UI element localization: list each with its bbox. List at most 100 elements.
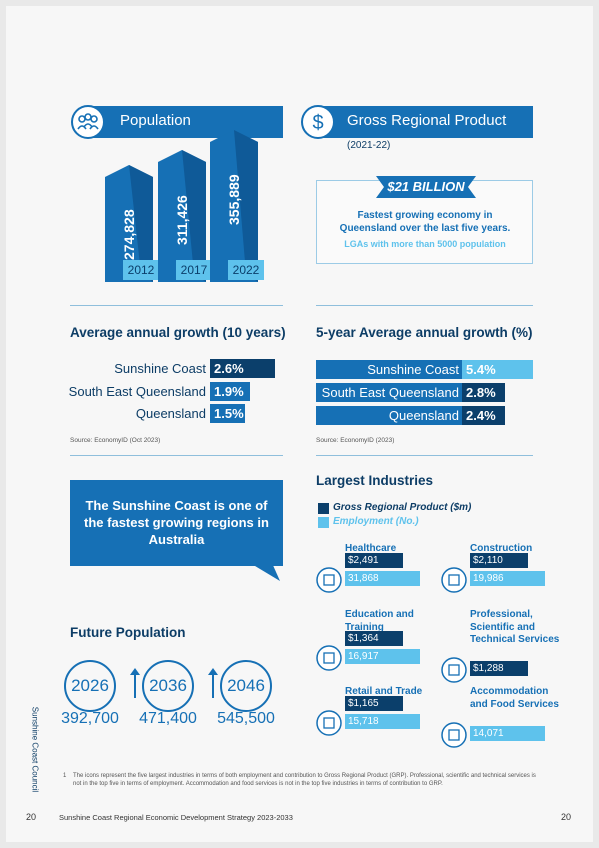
population-arrow-svg [210, 130, 258, 282]
grp-period: (2021-22) [347, 140, 391, 151]
population-year: 2022 [228, 260, 264, 280]
growth-bar [462, 406, 505, 425]
header-title: Gross Regional Product [347, 112, 507, 129]
industry-grp: $2,110 [470, 553, 528, 568]
industry-employment: 14,071 [470, 726, 545, 741]
growth-bar [210, 359, 275, 378]
population-icon [70, 104, 106, 140]
industry-grp: $2,491 [345, 553, 403, 568]
footer-title: Sunshine Coast Regional Economic Develop… [59, 813, 293, 822]
grp-icon: $ [300, 104, 336, 140]
callout-tail [250, 563, 282, 583]
growth-label: Sunshine Coast [114, 361, 206, 376]
growth-label-bar: Queensland [316, 406, 462, 425]
future-value: 392,700 [61, 710, 119, 727]
growth-value: 2.8% [466, 385, 496, 400]
legend-swatch [318, 503, 329, 514]
side-label: Sunshine Coast Council [30, 706, 40, 793]
callout-text: The Sunshine Coast is one of the fastest… [84, 498, 269, 547]
section-title: Largest Industries [316, 473, 434, 488]
divider [70, 455, 283, 456]
year-circle: 2026 [64, 660, 116, 712]
growth-value: 1.5% [214, 406, 244, 421]
up-arrow [208, 668, 218, 698]
industry-employment: 19,986 [470, 571, 545, 586]
up-arrow [130, 668, 140, 698]
page-number: 20 [26, 812, 37, 822]
population-arrow [105, 165, 153, 282]
header-bar [88, 106, 283, 138]
legend-label: Employment (No.) [333, 516, 419, 527]
industry-icon-svg [441, 657, 467, 683]
grp-text: Fastest growing economy in Queensland ov… [339, 210, 511, 234]
population-arrow [210, 130, 258, 282]
page-number: 20 [561, 812, 572, 822]
legend-swatch [318, 517, 329, 528]
population-arrow [158, 150, 206, 282]
industry-grp: $1,288 [470, 661, 528, 676]
industry-employment: 31,868 [345, 571, 420, 586]
industry-employment: 16,917 [345, 649, 420, 664]
divider [316, 455, 533, 456]
industry-name: Professional, Scientific and Technical S… [470, 609, 560, 645]
industry-name: Accommodation and Food Services [470, 686, 559, 710]
dollar-icon: $ [312, 112, 323, 134]
industry-name: Education and Training [345, 609, 414, 633]
legend-label: Gross Regional Product ($m) [333, 502, 472, 513]
industry-name: Retail and Trade [345, 686, 423, 697]
growth-value: 2.4% [466, 408, 496, 423]
industry-icon [316, 710, 342, 736]
growth-bar [462, 360, 533, 379]
growth-bar [462, 383, 505, 402]
future-value: 545,500 [217, 710, 275, 727]
grp-note: LGAs with more than 5000 population [344, 239, 506, 249]
grp-banner-svg [376, 176, 476, 198]
industry-icon [441, 722, 467, 748]
population-value: 311,426 [174, 195, 190, 245]
section-title: Future Population [70, 625, 186, 640]
footnote-text: The icons represent the five largest ind… [73, 773, 536, 787]
industry-icon-svg [316, 645, 342, 671]
industry-icon [441, 567, 467, 593]
industry-grp: $1,364 [345, 631, 403, 646]
page: Population 274,828 2012 311,426 2017 355,889 2… [6, 6, 593, 842]
industry-name: Healthcare [345, 543, 397, 554]
industry-name: Construction [470, 543, 533, 554]
population-year: 2012 [123, 260, 159, 280]
industry-icon-svg [316, 567, 342, 593]
growth-label-bar: Sunshine Coast [316, 360, 462, 379]
header-title: Population [120, 112, 191, 129]
growth-bar [210, 404, 245, 423]
population-year: 2017 [176, 260, 212, 280]
source: Source: EconomyID (2023) [316, 437, 395, 444]
footnote-number: 1 [63, 773, 67, 779]
growth-label-bar: South East Queensland [316, 383, 462, 402]
industry-icon-svg [441, 722, 467, 748]
industry-icon-svg [441, 567, 467, 593]
industry-icon [316, 645, 342, 671]
industry-grp: $1,165 [345, 696, 403, 711]
source: Source: EconomyID (Oct 2023) [70, 437, 161, 444]
future-value: 471,400 [139, 710, 197, 727]
growth-value: 2.6% [214, 361, 244, 376]
section-title: Average annual growth (10 years) [70, 325, 286, 340]
population-icon-svg [71, 105, 105, 139]
divider [70, 305, 283, 306]
section-title: 5-year Average annual growth (%) [316, 325, 533, 340]
growth-bar [210, 381, 250, 401]
industry-icon-svg [316, 710, 342, 736]
year-circle: 2046 [220, 660, 272, 712]
up-arrow-svg [208, 668, 218, 698]
population-arrow-svg [105, 165, 153, 282]
up-arrow-svg [130, 668, 140, 698]
year-circle: 2036 [142, 660, 194, 712]
growth-value: 1.9% [214, 383, 244, 399]
growth-label: Queensland [135, 406, 206, 421]
grp-banner [376, 176, 476, 198]
growth-label: South East Queensland [68, 383, 206, 399]
callout-box [70, 480, 283, 566]
population-value: 274,828 [121, 209, 137, 260]
divider [316, 305, 533, 306]
header-bar [318, 106, 533, 138]
population-arrow-svg [158, 150, 206, 282]
